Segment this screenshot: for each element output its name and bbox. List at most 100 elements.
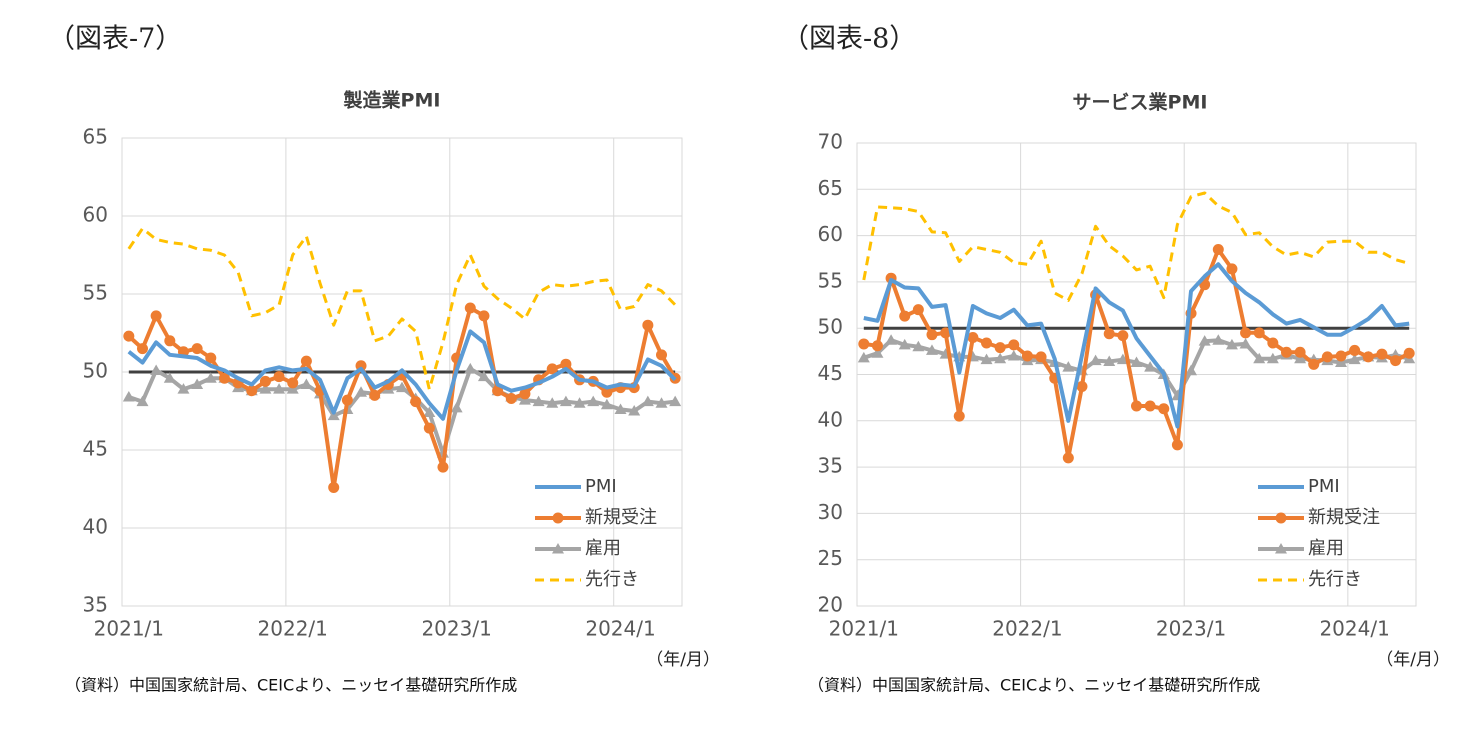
- legend-label: 新規受注: [585, 507, 657, 528]
- legend-label: 先行き: [1308, 569, 1362, 590]
- y-tick-label: 70: [818, 130, 843, 154]
- point-marker: [912, 304, 924, 316]
- point-marker: [669, 395, 682, 407]
- point-marker: [1225, 338, 1238, 350]
- legend-label: 先行き: [585, 569, 639, 590]
- point-marker: [1348, 353, 1361, 365]
- chart-title: 製造業PMI: [343, 89, 441, 112]
- point-marker: [858, 338, 870, 350]
- point-marker: [1267, 337, 1279, 349]
- point-marker: [1335, 356, 1348, 367]
- point-marker: [477, 370, 490, 382]
- point-marker: [464, 362, 477, 374]
- point-marker: [926, 329, 938, 341]
- point-marker: [191, 378, 204, 389]
- point-marker: [191, 343, 203, 355]
- point-marker: [327, 409, 340, 421]
- point-marker: [1062, 361, 1075, 372]
- point-marker: [273, 371, 285, 383]
- point-marker: [857, 351, 870, 363]
- y-tick-label: 55: [83, 281, 108, 305]
- legend-label: PMI: [1308, 476, 1340, 497]
- point-marker: [641, 395, 654, 407]
- point-marker: [1294, 346, 1306, 358]
- x-tick-label: 2022/1: [258, 617, 328, 641]
- point-marker: [532, 395, 545, 407]
- point-marker: [1376, 348, 1388, 360]
- y-tick-label: 45: [818, 361, 843, 385]
- point-marker: [587, 395, 600, 407]
- point-marker: [899, 310, 911, 322]
- point-marker: [601, 386, 613, 398]
- point-marker: [1116, 353, 1129, 365]
- point-marker: [573, 397, 586, 408]
- point-marker: [355, 386, 368, 397]
- point-marker: [136, 343, 148, 355]
- x-tick-label: 2024/1: [1319, 617, 1389, 641]
- point-marker: [1335, 350, 1347, 362]
- chart-title: サービス業PMI: [1073, 91, 1208, 114]
- point-marker: [559, 395, 572, 407]
- point-marker: [123, 330, 135, 342]
- point-marker: [1021, 350, 1033, 362]
- point-marker: [1253, 352, 1266, 364]
- y-tick-label: 65: [83, 125, 108, 149]
- point-marker: [1103, 328, 1115, 340]
- y-tick-label: 60: [83, 203, 108, 227]
- y-tick-label: 65: [818, 176, 843, 200]
- point-marker: [655, 397, 668, 408]
- point-marker: [1185, 364, 1198, 376]
- legend-label: 雇用: [1308, 538, 1344, 559]
- point-marker: [614, 403, 627, 414]
- point-marker: [994, 352, 1007, 364]
- point-marker: [912, 340, 925, 352]
- point-marker: [492, 385, 504, 397]
- point-marker: [1362, 351, 1374, 363]
- point-marker: [259, 383, 272, 394]
- point-marker: [464, 302, 476, 314]
- point-marker: [1349, 344, 1361, 356]
- point-marker: [396, 381, 408, 393]
- point-marker: [1158, 403, 1170, 415]
- x-unit: （年/月）: [646, 650, 720, 670]
- point-marker: [273, 383, 286, 394]
- figure-label: （図表-8）: [782, 24, 916, 55]
- point-marker: [1103, 355, 1116, 367]
- point-marker: [1239, 337, 1252, 349]
- point-marker: [1266, 352, 1279, 364]
- point-marker: [1144, 361, 1157, 372]
- point-marker: [246, 385, 258, 397]
- point-marker: [1076, 381, 1088, 393]
- point-marker: [519, 388, 531, 400]
- point-marker: [1253, 327, 1265, 339]
- legend-label: 雇用: [585, 538, 621, 559]
- point-marker: [150, 310, 162, 322]
- point-marker: [423, 422, 435, 434]
- point-marker: [871, 347, 884, 358]
- point-marker: [410, 396, 422, 408]
- point-marker: [1117, 330, 1129, 342]
- x-tick-label: 2023/1: [421, 617, 491, 641]
- point-marker: [967, 331, 979, 343]
- point-marker: [1280, 346, 1292, 358]
- y-tick-label: 50: [83, 359, 108, 383]
- x-tick-label: 2021/1: [94, 617, 164, 641]
- point-marker: [940, 327, 952, 339]
- point-marker: [136, 395, 149, 407]
- legend-label: PMI: [585, 476, 617, 497]
- point-marker: [980, 353, 993, 365]
- point-marker: [150, 364, 163, 375]
- legend-marker: [552, 512, 564, 524]
- x-tick-label: 2023/1: [1156, 617, 1226, 641]
- point-marker: [204, 372, 217, 383]
- series-line: [862, 191, 1410, 302]
- point-marker: [642, 319, 654, 331]
- series-line: [863, 262, 1410, 429]
- point-marker: [164, 335, 176, 347]
- point-marker: [1035, 351, 1047, 363]
- point-marker: [1403, 347, 1415, 359]
- point-marker: [885, 334, 898, 345]
- legend-marker: [1275, 512, 1287, 524]
- y-tick-label: 30: [818, 500, 843, 524]
